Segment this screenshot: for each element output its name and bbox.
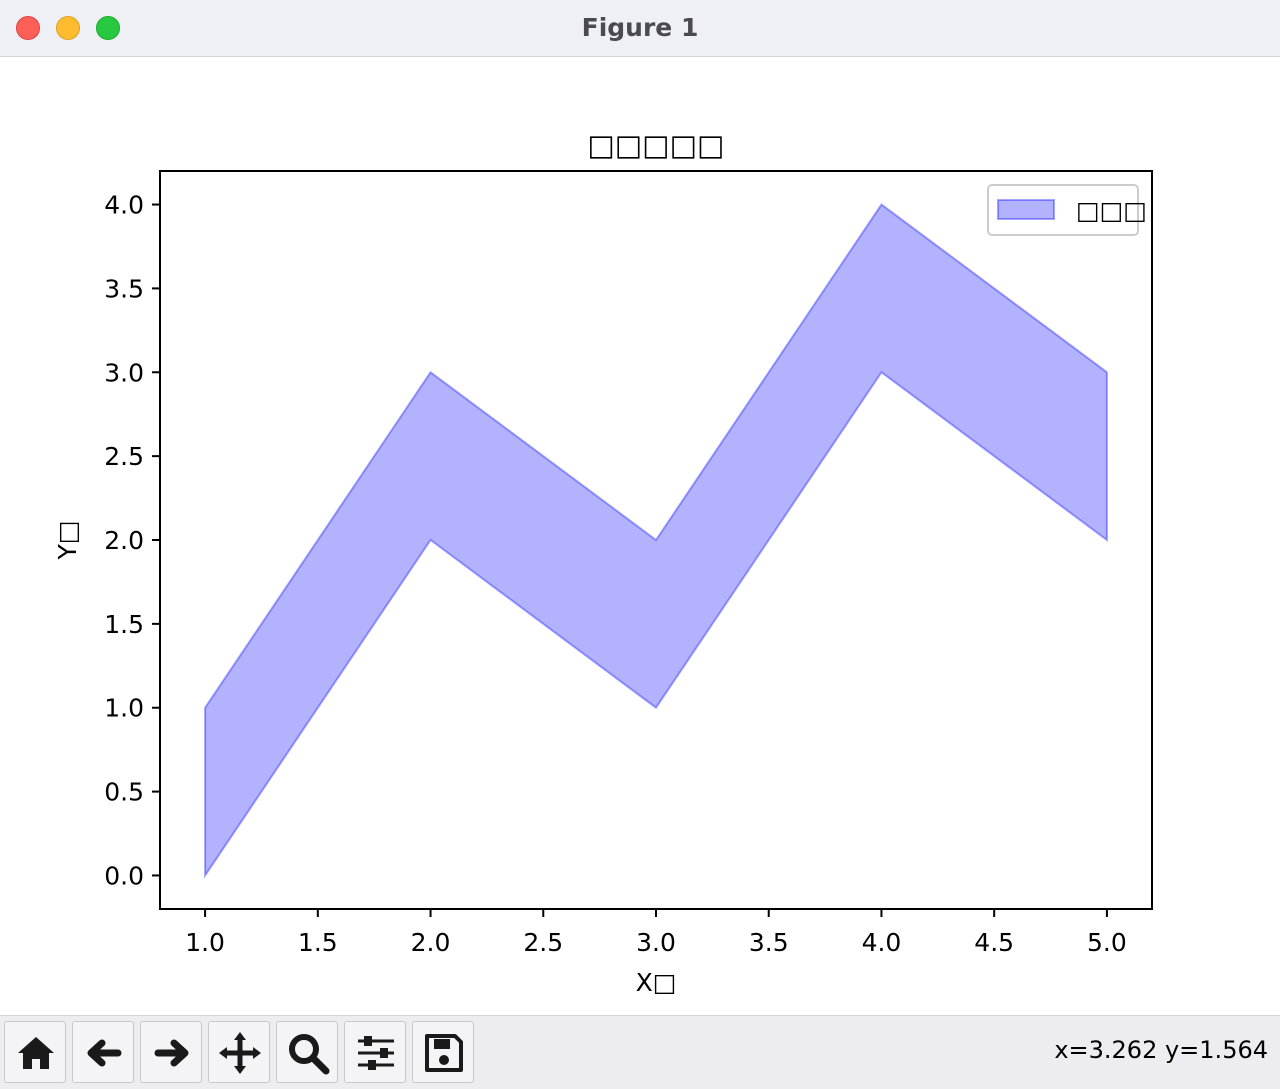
title-bar: Figure 1 (0, 0, 1280, 57)
area-band-series-0 (204, 203, 1108, 879)
x-tick-label: 5.0 (1087, 928, 1127, 957)
legend-box (987, 184, 1139, 236)
y-tick-label: 3.5 (104, 274, 144, 303)
x-tick-label: 4.5 (974, 928, 1014, 957)
sliders-icon (358, 1036, 394, 1070)
forward-button[interactable] (140, 1021, 202, 1083)
floppy-disk-icon (425, 1034, 463, 1072)
x-axis-label: X□ (636, 968, 677, 997)
arrow-left-icon (87, 1039, 122, 1067)
x-tick-label: 3.0 (636, 928, 676, 957)
cursor-coordinates: x=3.262 y=1.564 (1054, 1036, 1268, 1064)
move-icon (219, 1032, 261, 1074)
y-tick-label: 4.0 (104, 191, 144, 220)
window-title: Figure 1 (581, 13, 699, 42)
x-tick-label: 1.0 (185, 928, 225, 957)
magnifier-icon (289, 1034, 330, 1075)
y-axis-label: Y□ (53, 521, 82, 561)
x-tick-label: 3.5 (749, 928, 789, 957)
y-tick-label: 1.5 (104, 610, 144, 639)
minimize-window-button[interactable] (56, 16, 80, 40)
zoom-window-button[interactable] (96, 16, 120, 40)
y-tick-label: 2.0 (104, 526, 144, 555)
navigation-toolbar: x=3.262 y=1.564 (0, 1015, 1280, 1089)
arrow-right-icon (154, 1039, 189, 1067)
y-tick-label: 2.5 (104, 442, 144, 471)
y-tick-label: 3.0 (104, 358, 144, 387)
x-tick-label: 2.0 (411, 928, 451, 957)
y-tick-label: 1.0 (104, 694, 144, 723)
back-button[interactable] (72, 1021, 134, 1083)
zoom-button[interactable] (276, 1021, 338, 1083)
y-tick-label: 0.5 (104, 778, 144, 807)
y-tick-label: 0.0 (104, 861, 144, 890)
close-window-button[interactable] (16, 16, 40, 40)
x-tick-label: 2.5 (523, 928, 563, 957)
chart: □□□□□ 1.0 1.5 2.0 2.5 3.0 3.5 4.0 4.5 5.0 0.0 0.5 1.… (53, 128, 1153, 997)
save-button[interactable] (412, 1021, 474, 1083)
home-icon (18, 1037, 54, 1069)
configure-subplots-button[interactable] (344, 1021, 406, 1083)
legend-swatch (997, 199, 1055, 220)
pan-button[interactable] (208, 1021, 270, 1083)
home-button[interactable] (4, 1021, 66, 1083)
x-tick-label: 4.0 (862, 928, 902, 957)
legend-label: □□□ (1076, 196, 1147, 225)
figure-canvas[interactable]: □□□□□ 1.0 1.5 2.0 2.5 3.0 3.5 4.0 4.5 5.0 0.0 0.5 1.… (0, 57, 1280, 1015)
x-tick-label: 1.5 (298, 928, 338, 957)
chart-title: □□□□□ (588, 128, 725, 162)
